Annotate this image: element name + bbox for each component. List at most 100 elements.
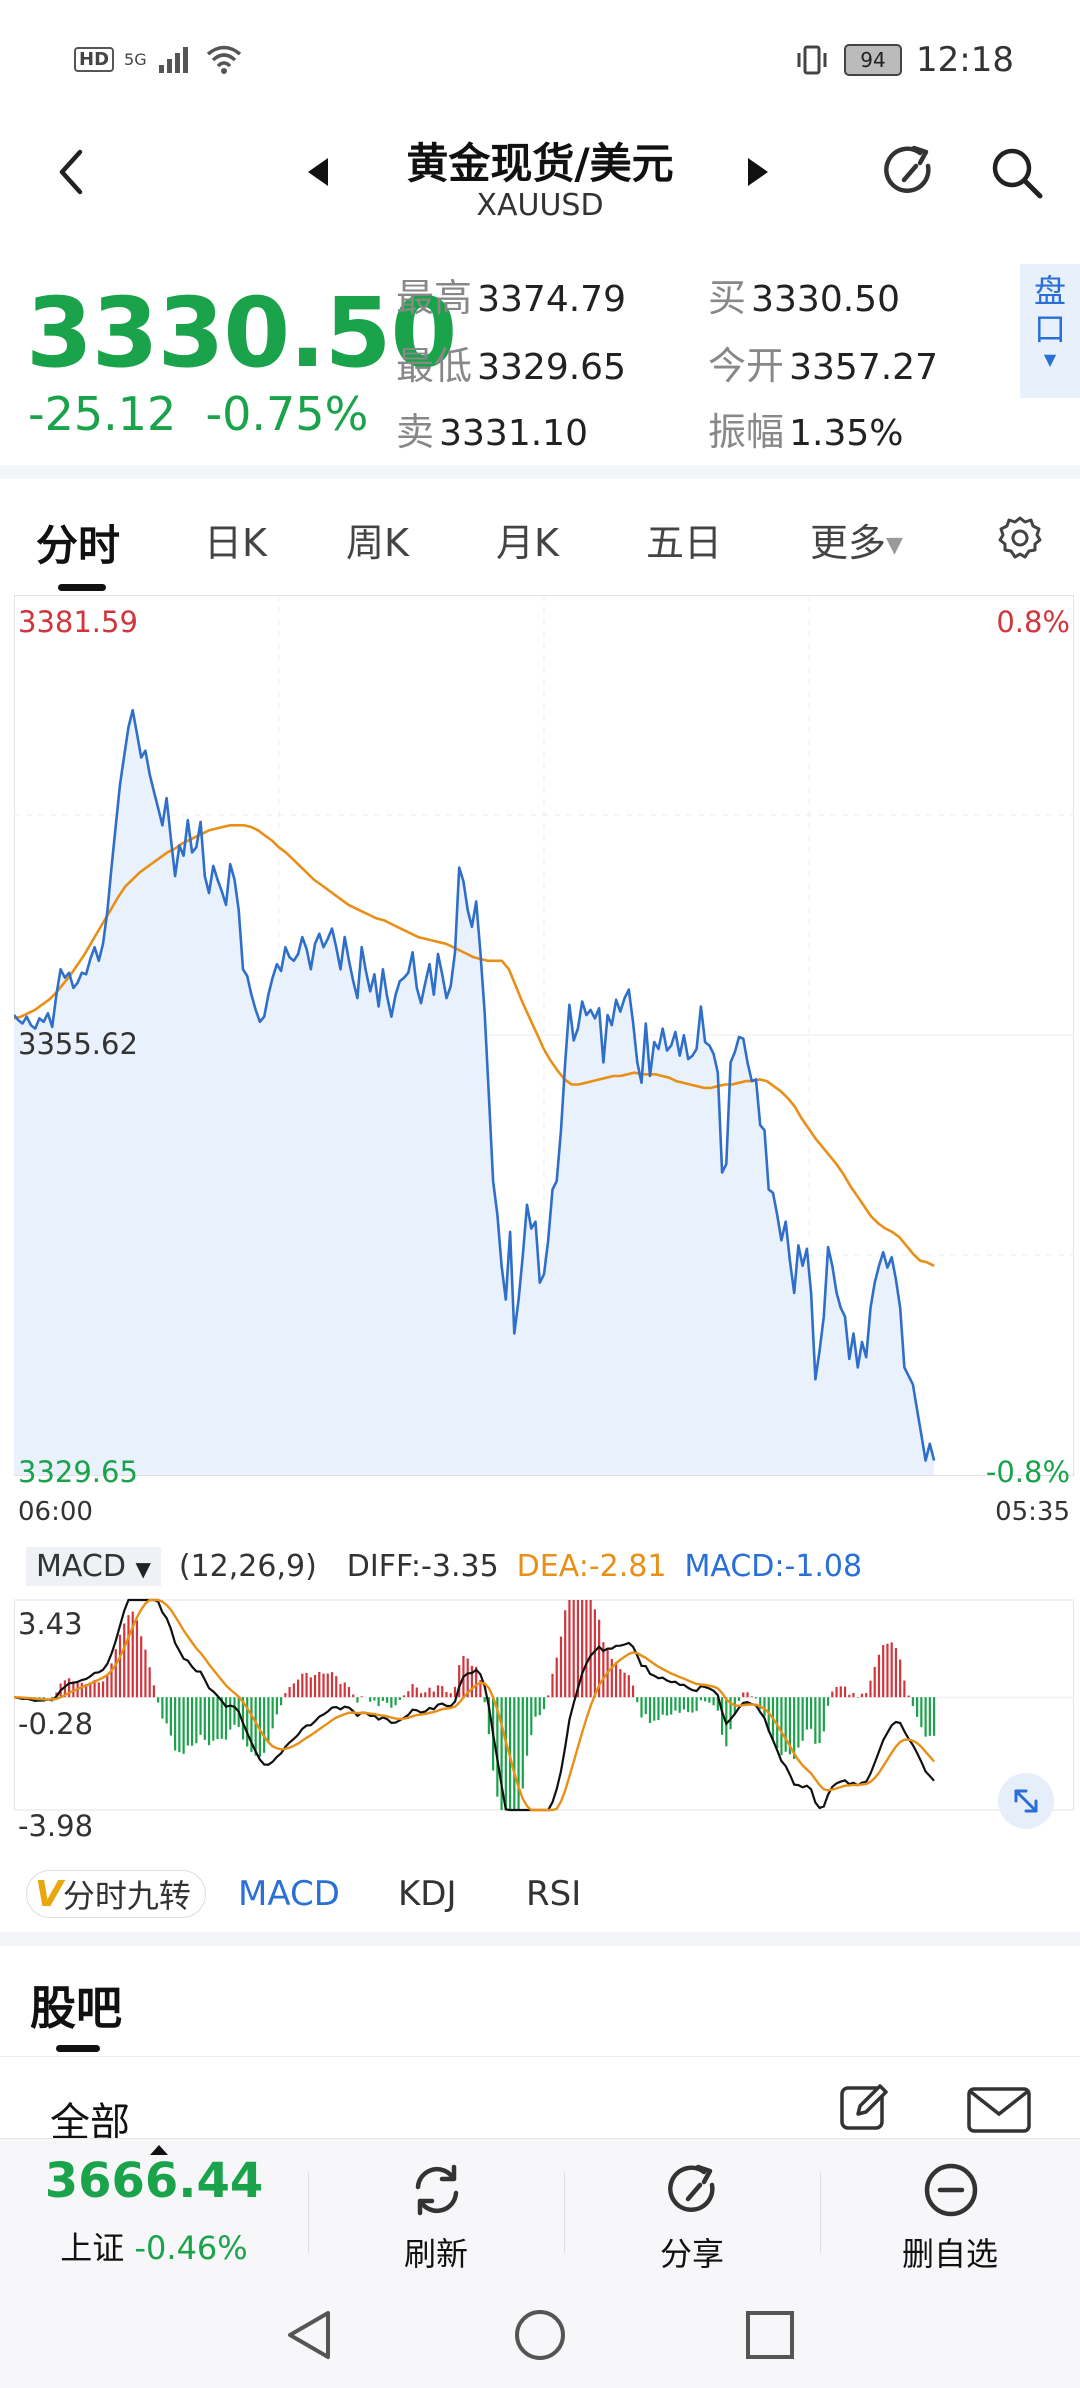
buy-value: 3330.50 <box>751 279 900 320</box>
quote-panel: 3330.50 -25.12 -0.75% 最高 3374.79 最低 3329… <box>0 255 1080 465</box>
macd-dea: DEA:-2.81 <box>516 1548 667 1584</box>
share-button[interactable]: 分享 <box>564 2139 820 2284</box>
index-value: 3666.44 <box>44 2153 264 2209</box>
index-meta: 上证 -0.46% <box>0 2223 308 2269</box>
caret-down-icon: ▼ <box>135 1556 151 1581</box>
sell-label: 卖 <box>396 410 435 454</box>
sell-stat: 卖 3331.10 <box>396 401 588 456</box>
active-tab-indicator <box>58 584 106 591</box>
macd-selector[interactable]: MACD ▼ <box>26 1546 161 1586</box>
caret-up-icon <box>150 2145 168 2155</box>
vibrate-icon <box>797 45 827 75</box>
open-label: 今开 <box>708 344 785 388</box>
instrument-code: XAUUSD <box>476 188 604 223</box>
nav-recents-icon[interactable] <box>744 2309 796 2361</box>
index-change: -0.46% <box>134 2229 248 2267</box>
forum-tab-indicator <box>56 2045 100 2052</box>
chart-area[interactable]: 3381.59 0.8% 3355.62 3329.65 -0.8% 06:00… <box>12 595 1074 1850</box>
tab-monthly-k[interactable]: 月K <box>496 521 559 565</box>
divider <box>820 2173 821 2253</box>
status-left-indicators: HD 5G <box>74 44 243 74</box>
top-header: 黄金现货/美元 XAUUSD <box>0 110 1080 235</box>
last-price: 3330.50 <box>26 277 457 389</box>
divider <box>308 2173 309 2253</box>
low-label: 最低 <box>396 344 473 388</box>
amplitude-value: 1.35% <box>789 413 904 454</box>
divider <box>0 2056 1080 2057</box>
refresh-label: 刷新 <box>403 2235 468 2273</box>
change-amount: -25.12 <box>28 387 177 441</box>
indicator-tab-rsi[interactable]: RSI <box>526 1874 582 1914</box>
tab-daily-k[interactable]: 日K <box>204 521 267 565</box>
status-bar: HD 5G 94 12:18 <box>0 0 1080 110</box>
indicator-tab-macd[interactable]: MACD <box>238 1874 340 1914</box>
price-line <box>12 708 936 1462</box>
amplitude-stat: 振幅 1.35% <box>708 401 903 456</box>
macd-diff: DIFF:-3.35 <box>346 1548 499 1584</box>
tab-more[interactable]: 更多▼ <box>810 512 903 567</box>
tab-weekly-k[interactable]: 周K <box>346 521 409 565</box>
section-divider <box>0 465 1080 479</box>
buy-label: 买 <box>708 276 747 320</box>
expand-icon <box>1014 1789 1038 1813</box>
gear-icon[interactable] <box>996 514 1044 562</box>
nine-turn-badge: V <box>35 1873 63 1915</box>
search-icon[interactable] <box>988 144 1046 202</box>
signal-icon <box>158 47 188 73</box>
x-end-label: 05:35 <box>995 1497 1070 1527</box>
macd-panel <box>13 1598 1074 1812</box>
price-area-fill <box>14 710 935 1475</box>
index-ticker[interactable]: 3666.44 上证 -0.46% <box>0 2139 308 2284</box>
refresh-button[interactable]: 刷新 <box>308 2139 564 2284</box>
pct-top-label: 0.8% <box>996 605 1070 639</box>
y-mid-label: 3355.62 <box>18 1027 138 1061</box>
tab-intraday[interactable]: 分时 <box>36 521 121 570</box>
indicator-tab-kdj[interactable]: KDJ <box>398 1874 457 1914</box>
hd-indicator: HD <box>74 46 115 72</box>
share-refresh-icon[interactable] <box>880 142 940 202</box>
macd-selector-label: MACD <box>36 1548 126 1584</box>
macd-y-mid: -0.28 <box>18 1707 94 1741</box>
forum-title[interactable]: 股吧 <box>30 1981 122 2035</box>
macd-y-top: 3.43 <box>18 1607 83 1641</box>
caret-down-icon: ▼ <box>1043 350 1057 369</box>
change-percent: -0.75% <box>205 387 369 441</box>
macd-value: MACD:-1.08 <box>684 1548 863 1584</box>
nav-home-icon[interactable] <box>512 2307 568 2363</box>
tab-five-day[interactable]: 五日 <box>646 521 723 565</box>
low-stat: 最低 3329.65 <box>396 335 626 390</box>
expand-chart-button[interactable] <box>998 1773 1054 1829</box>
sell-value: 3331.10 <box>439 413 588 454</box>
high-stat: 最高 3374.79 <box>396 267 626 322</box>
nav-back-icon[interactable] <box>284 2307 334 2363</box>
macd-diff-line <box>13 1598 935 1812</box>
buy-stat: 买 3330.50 <box>708 267 900 322</box>
indicator-tabs: V 分时九转 MACD KDJ RSI <box>0 1862 1080 1932</box>
macd-y-bottom: -3.98 <box>18 1809 94 1843</box>
previous-instrument-icon[interactable] <box>306 156 330 188</box>
clock: 12:18 <box>916 40 1014 80</box>
mail-icon[interactable] <box>966 2086 1032 2134</box>
index-name: 上证 <box>60 2229 125 2267</box>
order-book-tab[interactable]: 盘 口 ▼ <box>1020 264 1080 398</box>
nine-turn-label: 分时九转 <box>62 1877 191 1915</box>
macd-dea-line <box>13 1598 936 1812</box>
price-series-line <box>12 708 936 1462</box>
refresh-icon <box>415 2164 459 2216</box>
back-icon[interactable] <box>56 148 86 196</box>
price-area <box>14 710 935 1475</box>
nine-turn-toggle[interactable]: V 分时九转 <box>26 1870 206 1918</box>
amplitude-label: 振幅 <box>708 410 785 454</box>
open-value: 3357.27 <box>789 347 938 388</box>
high-value: 3374.79 <box>477 279 626 320</box>
low-value: 3329.65 <box>477 347 626 388</box>
compose-icon[interactable] <box>836 2078 892 2134</box>
share-icon <box>668 2164 715 2212</box>
chart-period-tabs: 分时 日K 周K 月K 五日 更多▼ <box>0 480 1080 590</box>
next-instrument-icon[interactable] <box>746 156 770 188</box>
y-top-label: 3381.59 <box>18 605 138 639</box>
instrument-title: 黄金现货/美元 <box>406 139 674 188</box>
tab-more-label: 更多 <box>810 521 887 565</box>
remove-watchlist-button[interactable]: 删自选 <box>820 2139 1080 2284</box>
system-navigation-bar <box>0 2283 1080 2388</box>
